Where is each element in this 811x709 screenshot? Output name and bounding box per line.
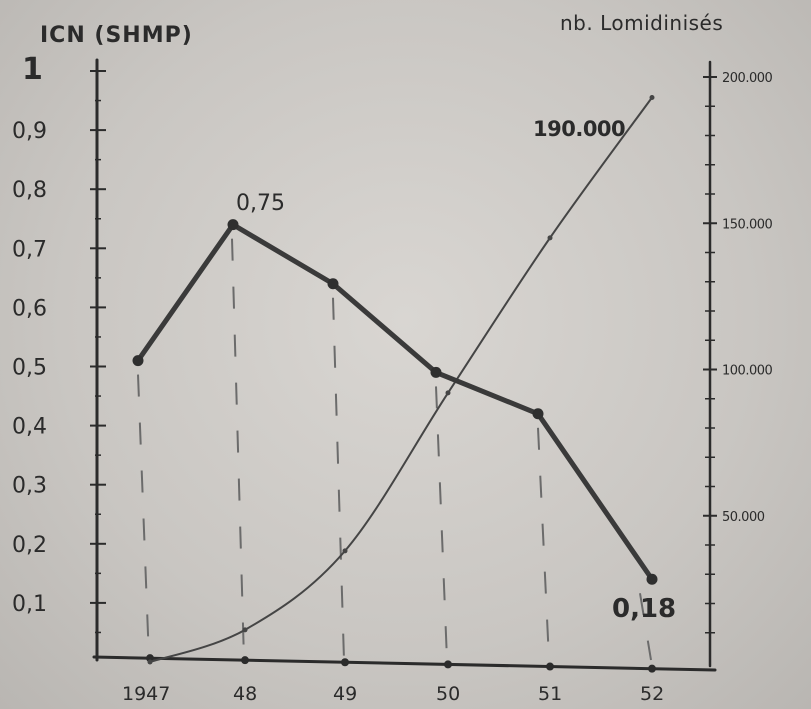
x-axis: [92, 655, 717, 672]
x-tick-label: 51: [538, 683, 562, 705]
x-tick-label: 49: [333, 683, 357, 705]
left-series-point: [532, 408, 544, 420]
left-tick-label: 0,4: [12, 415, 47, 440]
x-tick-label: 52: [640, 683, 664, 705]
guide-line: [231, 238, 245, 661]
guide-line: [537, 427, 550, 661]
right-tick-label: 50.000: [722, 510, 765, 525]
right-tick-label: 100.000: [722, 364, 772, 379]
guide-line: [639, 593, 652, 661]
x-tick-dot: [146, 654, 154, 663]
x-tick-dot: [546, 662, 554, 671]
left-series-point: [327, 278, 339, 290]
x-tick-label: 48: [233, 683, 257, 705]
left-tick-label: 1: [22, 52, 43, 87]
left-tick-label: 0,6: [12, 296, 47, 321]
right-tick-label: 150.000: [722, 217, 772, 232]
left-tick-label: 0,5: [12, 356, 47, 381]
x-tick-dot: [341, 658, 349, 667]
left-tick-label: 0,3: [12, 474, 47, 499]
right-series-curve: [149, 96, 653, 663]
labels-group: 0,10,20,30,40,50,60,70,80,9150.000100.00…: [12, 52, 773, 705]
data-label: 0,75: [236, 191, 285, 216]
guide-line: [137, 374, 150, 661]
right-series-point: [342, 548, 348, 554]
data-label: 0,18: [612, 594, 676, 624]
left-tick-label: 0,2: [12, 533, 47, 558]
x-tick-dot: [444, 660, 452, 669]
data-label: 190.000: [533, 117, 625, 141]
x-tick-label: 50: [436, 683, 460, 705]
left-series-point: [227, 219, 239, 231]
right-series-point: [445, 390, 451, 396]
left-tick-label: 0,8: [12, 178, 47, 203]
right-axis-title: nb. Lomidinisés: [560, 11, 723, 35]
x-tick-dot: [648, 664, 656, 673]
left-tick-label: 0,1: [12, 592, 47, 617]
right-series-point: [547, 235, 553, 241]
left-series-point: [132, 355, 144, 367]
left-series-point: [646, 573, 658, 585]
left-axis-title: ICN (SHMP): [40, 23, 193, 48]
left-series-point: [430, 366, 442, 378]
axes: [90, 58, 717, 673]
right-series-point: [147, 659, 153, 665]
series-group: [132, 94, 658, 665]
right-tick-label: 200.000: [722, 71, 772, 86]
guide-lines: [137, 238, 652, 661]
guide-line: [332, 297, 345, 661]
left-series-line: [135, 222, 655, 581]
right-series-point: [242, 627, 248, 633]
left-tick-label: 0,9: [12, 119, 47, 144]
left-tick-label: 0,7: [12, 237, 47, 262]
x-tick-dot: [241, 656, 249, 665]
right-series-point: [649, 94, 655, 100]
guide-line: [435, 386, 448, 661]
x-tick-label: 1947: [122, 683, 170, 705]
